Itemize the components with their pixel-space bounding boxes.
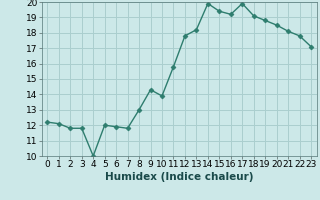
X-axis label: Humidex (Indice chaleur): Humidex (Indice chaleur)	[105, 172, 253, 182]
